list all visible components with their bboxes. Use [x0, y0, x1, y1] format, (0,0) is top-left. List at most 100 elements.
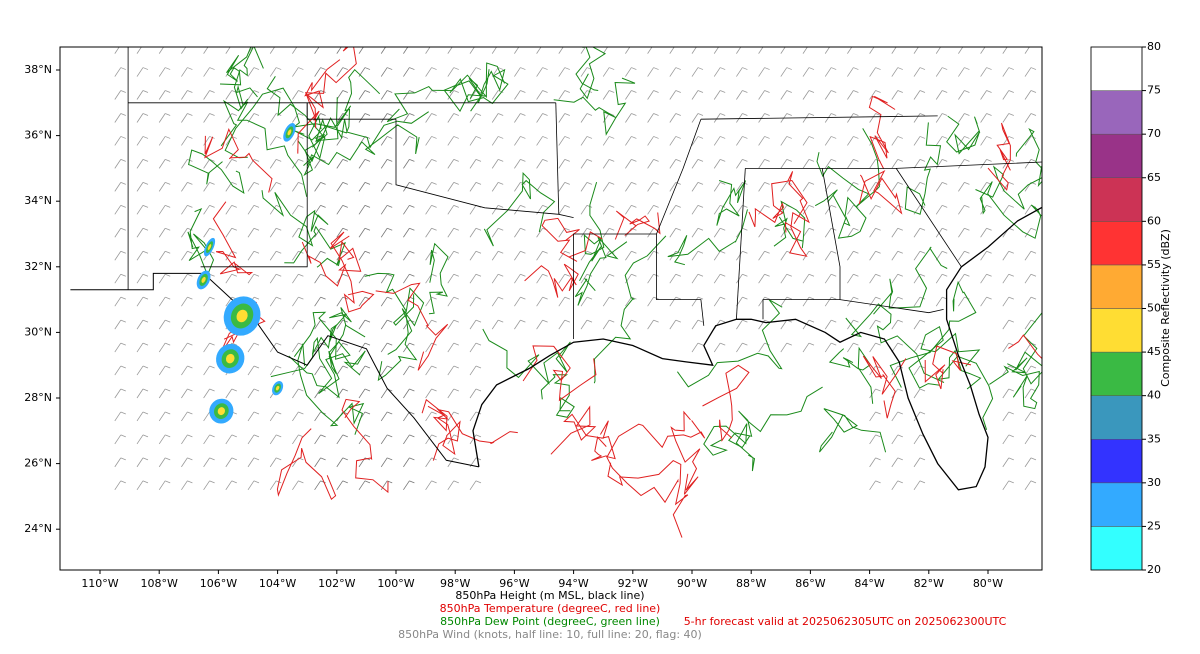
wind-barb: [919, 388, 926, 392]
wind-barb: [136, 365, 144, 376]
wind-barb: [942, 67, 948, 70]
wind-barb: [514, 228, 521, 238]
wind-barb: [187, 434, 193, 438]
wind-barb: [913, 136, 921, 146]
wind-barb: [853, 159, 859, 162]
wind-barb: [142, 67, 149, 70]
wind-barb: [181, 388, 188, 399]
wind-barb: [935, 182, 943, 192]
wind-barb: [920, 45, 925, 47]
wind-barb: [786, 342, 792, 346]
wind-barb: [431, 90, 437, 93]
wind-barb: [187, 365, 193, 369]
wind-barb: [142, 457, 149, 461]
wind-barb: [269, 457, 277, 468]
wind-barb: [203, 457, 210, 468]
wind-barb: [203, 182, 210, 192]
wind-barb: [320, 273, 326, 277]
wind-barb: [669, 319, 677, 330]
wind-barb: [158, 159, 166, 169]
wind-barb: [491, 319, 499, 330]
wind-barb: [697, 136, 704, 139]
wind-barb: [364, 113, 371, 116]
wind-barb: [276, 365, 282, 369]
wind-barb: [225, 388, 233, 399]
wind-barb: [203, 47, 209, 54]
wind-barb: [142, 342, 149, 346]
wind-barb: [764, 90, 770, 93]
wind-barb: [1008, 480, 1014, 484]
wind-barb: [1002, 296, 1010, 307]
wind-barb: [824, 90, 832, 100]
wind-barb: [697, 319, 704, 323]
wind-barb: [114, 113, 122, 123]
wind-barb: [831, 90, 837, 93]
wind-barb: [409, 204, 415, 208]
state-line: [200, 102, 308, 268]
contour-line: [443, 77, 487, 112]
wind-barb: [136, 182, 144, 192]
wind-barb: [292, 205, 299, 215]
wind-barb: [697, 159, 704, 162]
wind-barb: [158, 47, 165, 54]
wind-barb: [675, 319, 681, 323]
contour-line: [946, 115, 981, 155]
wind-barb: [165, 204, 171, 208]
wind-barb: [875, 480, 881, 484]
contour-line: [522, 345, 597, 402]
wind-barb: [165, 319, 171, 323]
wind-barb: [425, 136, 432, 146]
wind-barb: [425, 182, 432, 192]
wind-barb: [114, 319, 122, 330]
wind-barb: [1024, 296, 1032, 307]
wind-barb: [536, 47, 542, 54]
contour-line: [297, 343, 365, 435]
wind-barb: [120, 204, 126, 208]
wind-barb: [891, 319, 899, 330]
wind-barb: [919, 67, 926, 70]
wind-barb: [409, 342, 415, 346]
wind-barb: [958, 67, 965, 77]
wind-barb: [380, 296, 388, 307]
wind-barb: [380, 388, 388, 399]
wind-barb: [609, 136, 615, 139]
wind-barb: [942, 159, 948, 162]
wind-barb: [187, 181, 193, 185]
wind-barb: [142, 411, 149, 415]
wind-barb: [114, 159, 122, 169]
wind-barb: [986, 250, 992, 254]
wind-barb: [114, 480, 122, 491]
wind-barb: [586, 319, 593, 323]
wind-barb: [609, 90, 615, 93]
wind-barb: [447, 136, 455, 146]
wind-barb: [298, 319, 304, 323]
wind-barb: [542, 113, 548, 116]
wind-barb: [314, 480, 321, 491]
wind-barb: [269, 434, 277, 445]
wind-barb: [891, 457, 899, 468]
wind-barb: [758, 136, 765, 146]
wind-barb: [802, 47, 808, 54]
wind-barb: [631, 113, 637, 116]
contour-line: [307, 124, 420, 166]
wind-barb: [758, 296, 765, 307]
colorbar-bin: [1090, 308, 1143, 353]
caption-temperature: 850hPa Temperature (degreeC, red line): [440, 602, 661, 615]
wind-barb: [764, 250, 770, 254]
wind-barb: [447, 67, 455, 77]
wind-barb: [269, 342, 277, 353]
wind-barb: [469, 273, 477, 284]
wind-barb: [580, 319, 588, 330]
wind-barb: [1008, 434, 1014, 438]
wind-barb: [986, 113, 992, 116]
wind-barb: [875, 434, 881, 438]
wind-barb: [447, 228, 455, 238]
wind-barb: [380, 457, 388, 468]
wind-barb: [298, 45, 303, 47]
wind-barb: [447, 113, 455, 123]
wind-barb: [831, 296, 837, 300]
contour-line: [297, 111, 429, 163]
wind-barb: [380, 273, 388, 284]
wind-barb: [675, 227, 681, 231]
wind-barb: [364, 181, 371, 185]
